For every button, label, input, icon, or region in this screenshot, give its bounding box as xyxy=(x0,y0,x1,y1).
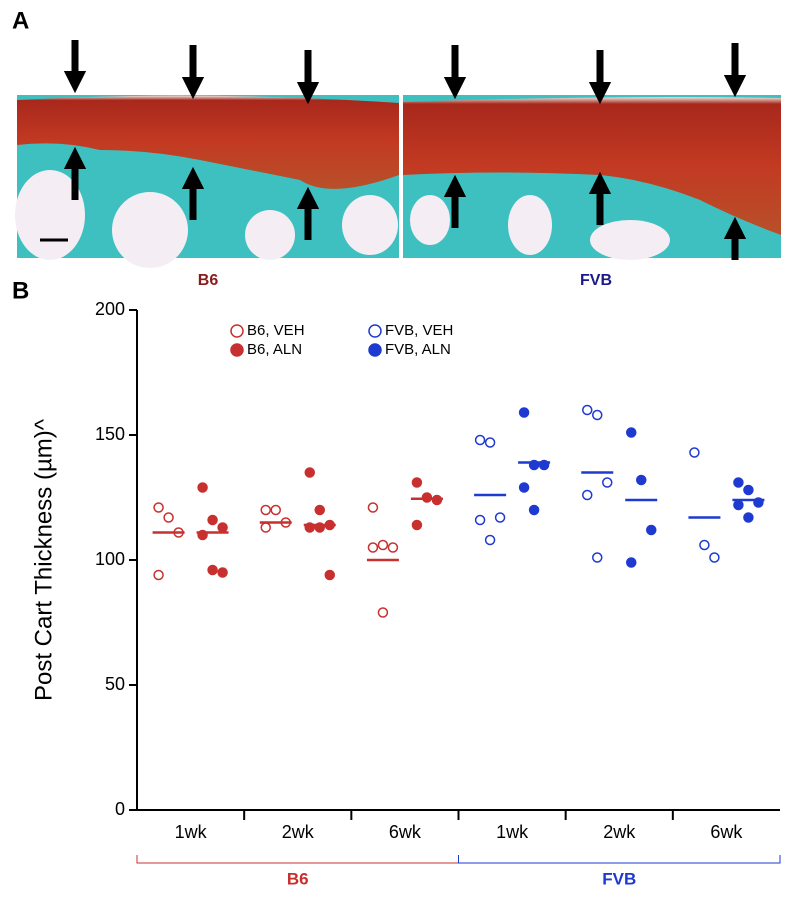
data-point xyxy=(484,534,496,546)
y-tick-label: 200 xyxy=(95,299,125,319)
panel-label: A xyxy=(12,7,29,34)
legend-marker xyxy=(230,324,244,338)
legend-label: FVB, ALN xyxy=(385,341,451,358)
x-tick-label: 2wk xyxy=(282,822,315,842)
data-point xyxy=(314,504,325,516)
data-point xyxy=(474,514,486,526)
legend-label: B6, VEH xyxy=(247,322,305,339)
data-point xyxy=(304,467,315,478)
data-point xyxy=(582,489,593,501)
data-point xyxy=(626,427,637,438)
data-point xyxy=(377,607,389,618)
data-point xyxy=(387,542,399,553)
y-tick-label: 100 xyxy=(95,549,125,569)
image-caption: B6 xyxy=(198,272,219,289)
group-label: FVB xyxy=(602,869,636,888)
legend-marker xyxy=(230,343,244,357)
data-point xyxy=(411,519,423,531)
legend-label: FVB, VEH xyxy=(385,322,453,339)
x-tick-label: 2wk xyxy=(603,822,636,842)
legend-marker xyxy=(368,343,382,357)
data-point xyxy=(207,514,218,526)
data-point xyxy=(528,504,540,516)
panel-label: B xyxy=(12,277,29,304)
data-point xyxy=(474,434,486,446)
x-tick-label: 6wk xyxy=(389,822,422,842)
group-label: B6 xyxy=(287,869,309,888)
y-axis-label: Post Cart Thickness (µm)^ xyxy=(30,418,57,701)
data-point xyxy=(743,512,754,523)
data-point xyxy=(709,552,720,563)
group-bracket xyxy=(458,855,781,864)
histology-image xyxy=(15,40,781,268)
y-tick-label: 150 xyxy=(95,424,125,444)
data-point xyxy=(197,482,208,493)
x-tick-label: 6wk xyxy=(710,822,743,842)
y-tick-label: 0 xyxy=(115,799,125,819)
y-tick-label: 50 xyxy=(105,674,125,694)
legend-marker xyxy=(368,324,382,338)
data-point xyxy=(582,404,593,416)
data-point xyxy=(163,512,174,523)
data-point xyxy=(207,564,218,576)
data-point xyxy=(411,477,423,488)
data-point xyxy=(153,502,164,513)
data-point xyxy=(743,484,754,496)
data-point xyxy=(260,504,271,516)
data-point xyxy=(260,522,271,533)
data-point xyxy=(494,512,506,523)
data-point xyxy=(377,539,389,551)
image-caption: FVB xyxy=(580,272,612,289)
data-point xyxy=(270,504,281,516)
data-point xyxy=(733,477,744,488)
data-point xyxy=(699,539,710,551)
legend-label: B6, ALN xyxy=(247,341,302,358)
data-point xyxy=(518,407,530,418)
data-point xyxy=(646,524,657,536)
data-point xyxy=(592,409,603,421)
data-point xyxy=(367,502,379,513)
data-point xyxy=(217,567,228,578)
data-point xyxy=(636,474,647,486)
data-point xyxy=(367,542,379,553)
data-point xyxy=(602,477,613,488)
group-bracket xyxy=(136,855,459,864)
data-point xyxy=(153,569,164,581)
data-point xyxy=(592,552,603,563)
data-point xyxy=(689,447,700,458)
x-tick-label: 1wk xyxy=(175,822,208,842)
data-point xyxy=(484,437,496,448)
data-point xyxy=(217,522,228,533)
data-point xyxy=(733,499,744,511)
data-point xyxy=(324,569,335,581)
data-point xyxy=(626,557,637,568)
data-point xyxy=(518,482,530,493)
x-tick-label: 1wk xyxy=(496,822,529,842)
